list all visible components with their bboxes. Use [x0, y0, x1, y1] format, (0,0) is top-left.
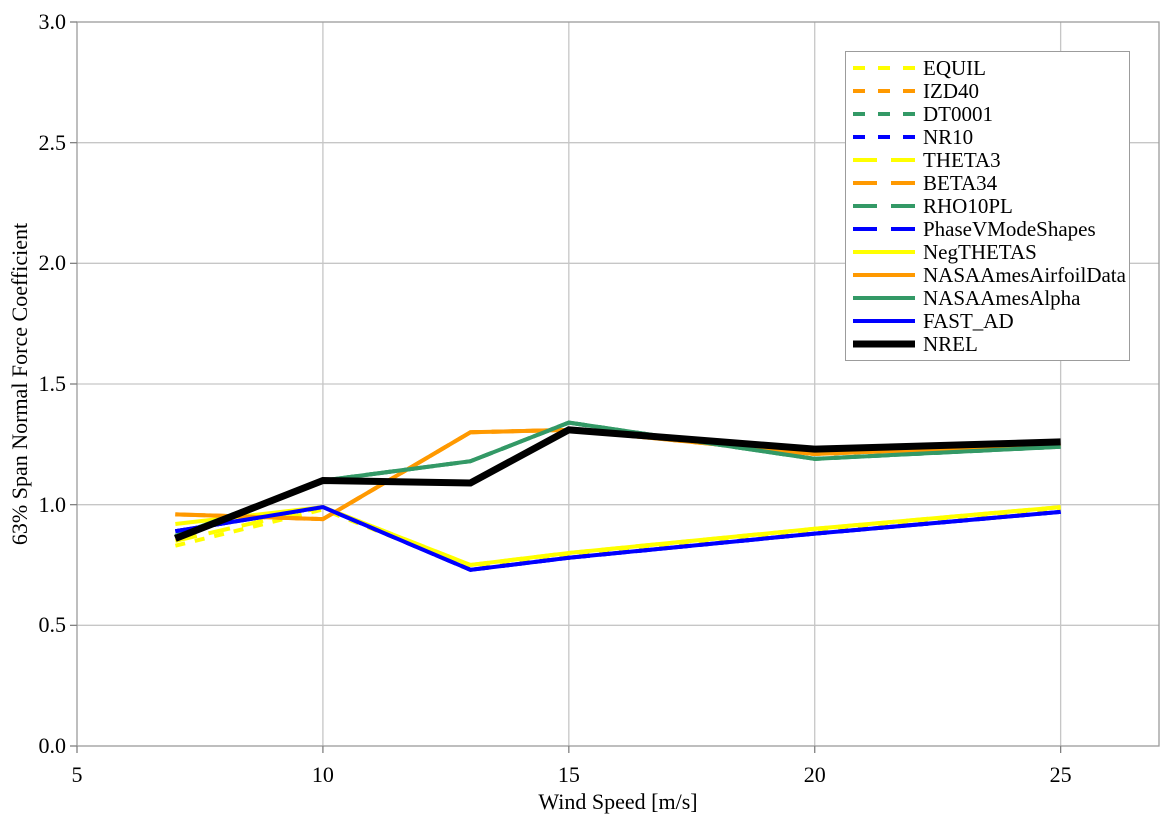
legend-line-sample	[853, 66, 915, 70]
legend-item-label: NASAAmesAirfoilData	[923, 262, 1126, 287]
y-tick-label: 2.0	[38, 250, 67, 276]
legend-item-label: THETA3	[923, 147, 1001, 172]
legend-line-sample	[853, 89, 915, 93]
y-tick-label: 1.5	[38, 371, 67, 396]
legend-line-sample	[853, 227, 915, 231]
legend-line-sample	[853, 250, 915, 254]
legend-item-NREL: NREL	[853, 333, 1129, 355]
legend-line-sample	[853, 158, 915, 162]
legend-line-sample	[853, 181, 915, 185]
series-line-NREL	[174, 426, 1061, 542]
legend-item-NASAAmesAlpha: NASAAmesAlpha	[853, 287, 1129, 309]
series-line-PhaseVModeShapes	[175, 505, 1061, 572]
series-line-EQUIL	[174, 507, 1061, 570]
x-tick-label: 10	[311, 762, 334, 787]
series-line-NASAAmesAirfoilData	[175, 427, 1061, 522]
legend-item-NegTHETAS: NegTHETAS	[853, 241, 1129, 263]
y-tick-label: 2.5	[38, 129, 67, 155]
legend-item-label: IZD40	[923, 78, 979, 103]
legend-item-label: FAST_AD	[923, 308, 1014, 333]
legend-item-label: PhaseVModeShapes	[923, 216, 1096, 241]
x-tick-label: 5	[71, 762, 83, 787]
legend-item-label: NASAAmesAlpha	[923, 285, 1081, 310]
legend-item-label: EQUIL	[923, 55, 986, 80]
x-axis-title: Wind Speed [m/s]	[538, 789, 698, 814]
y-tick-label: 0.5	[38, 612, 67, 638]
legend-item-PhaseVModeShapes: PhaseVModeShapes	[853, 218, 1129, 240]
series-line-NR10	[175, 505, 1061, 572]
legend-line-sample	[853, 135, 915, 139]
x-tick-label: 25	[1049, 762, 1072, 787]
legend-item-IZD40: IZD40	[853, 80, 1129, 102]
legend-item-NR10: NR10	[853, 126, 1129, 148]
legend-item-label: NR10	[923, 124, 974, 149]
legend-item-label: DT0001	[923, 101, 993, 126]
y-axis-title: 63% Span Normal Force Coefficient	[7, 222, 32, 546]
x-tick-label: 15	[557, 762, 580, 787]
legend-item-BETA34: BETA34	[853, 172, 1129, 194]
legend-item-label: RHO10PL	[923, 193, 1013, 218]
series-line-FAST_AD	[175, 505, 1061, 572]
legend-line-sample	[853, 340, 915, 348]
series-line-NegTHETAS	[175, 505, 1061, 568]
series-line-THETA3	[174, 504, 1061, 568]
legend-line-sample	[853, 273, 915, 277]
legend: EQUIL IZD40 DT0001 NR10 THETA3 BETA34 RHO10PL P…	[845, 51, 1130, 361]
legend-line-sample	[853, 204, 915, 208]
legend-item-EQUIL: EQUIL	[853, 57, 1129, 79]
legend-item-label: NegTHETAS	[923, 239, 1037, 264]
x-tick-label: 20	[803, 762, 826, 787]
legend-item-NASAAmesAirfoilData: NASAAmesAirfoilData	[853, 264, 1129, 286]
legend-item-DT0001: DT0001	[853, 103, 1129, 125]
legend-item-THETA3: THETA3	[853, 149, 1129, 171]
legend-item-label: BETA34	[923, 170, 998, 195]
legend-line-sample	[853, 112, 915, 116]
y-tick-label: 3.0	[38, 9, 67, 34]
legend-item-FAST_AD: FAST_AD	[853, 310, 1129, 332]
legend-item-RHO10PL: RHO10PL	[853, 195, 1129, 217]
legend-item-label: NREL	[923, 331, 978, 356]
y-tick-label: 1.0	[38, 491, 67, 517]
legend-line-sample	[853, 319, 915, 323]
y-tick-label: 0.0	[38, 733, 67, 758]
legend-line-sample	[853, 296, 915, 300]
